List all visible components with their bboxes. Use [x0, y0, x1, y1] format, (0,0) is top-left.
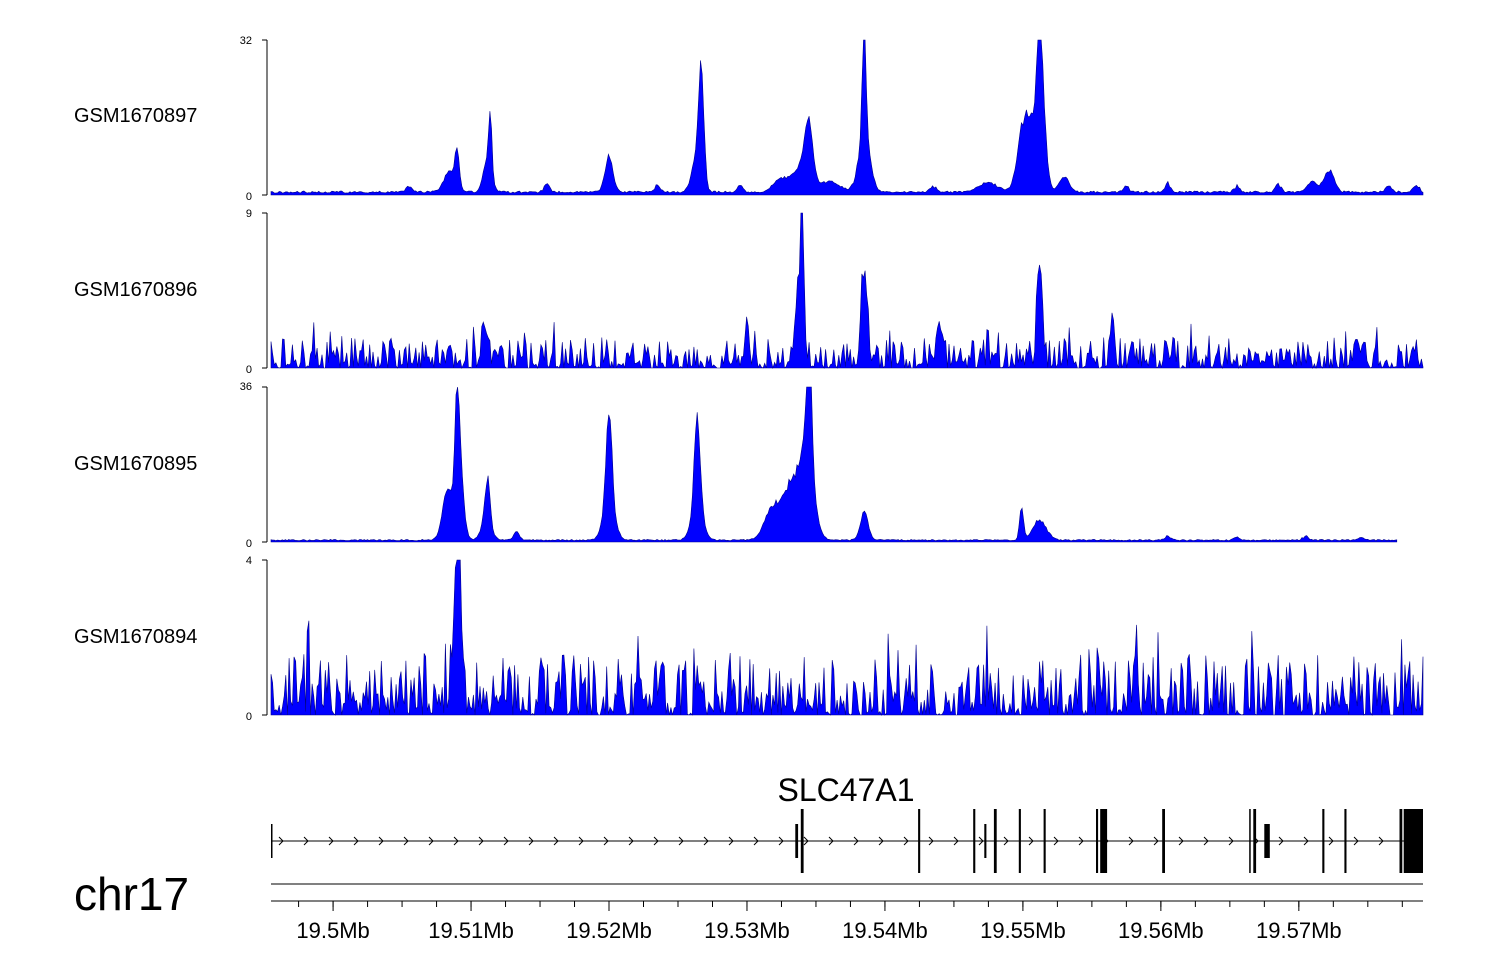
track-4 — [262, 559, 1424, 717]
strand-arrow — [603, 836, 609, 846]
track-1-ymax: 32 — [240, 35, 252, 47]
track-label-2: GSM1670896 — [74, 279, 197, 301]
strand-arrow — [853, 836, 859, 846]
strand-arrow — [278, 836, 284, 846]
axis-tick-label: 19.5Mb — [296, 918, 369, 943]
track-2-ymax: 9 — [246, 208, 252, 220]
track-2 — [262, 212, 1424, 370]
strand-arrow — [1228, 836, 1234, 846]
exon-16 — [1322, 809, 1325, 873]
strand-arrow — [928, 836, 934, 846]
exon-11 — [1100, 809, 1108, 873]
track-3-ymax: 36 — [240, 381, 252, 393]
strand-arrow — [1278, 836, 1284, 846]
gene-name: SLC47A1 — [778, 772, 915, 808]
strand-arrow — [553, 836, 559, 846]
track-3-signal — [270, 386, 1398, 543]
strand-arrow — [1028, 836, 1034, 846]
strand-arrow — [1078, 836, 1084, 846]
strand-arrow — [778, 836, 784, 846]
track-1-signal — [270, 39, 1424, 196]
strand-arrow — [1178, 836, 1184, 846]
strand-arrow — [1328, 836, 1334, 846]
exon-4 — [918, 809, 921, 873]
track-1 — [262, 39, 1424, 196]
axis-tick-label: 19.52Mb — [566, 918, 652, 943]
track-2-signal — [270, 212, 1424, 370]
axis-tick-label: 19.54Mb — [842, 918, 928, 943]
track-3-ymin: 0 — [246, 538, 252, 550]
strand-arrow — [428, 836, 434, 846]
strand-arrow — [628, 836, 634, 846]
genome-axis: 19.5Mb 19.51Mb 19.52Mb 19.53Mb 19.54Mb 19.55M… — [271, 883, 1423, 943]
signal-tracks — [262, 39, 1424, 717]
exon-18 — [1399, 809, 1403, 873]
strand-arrow — [478, 836, 484, 846]
track-1-ymin: 0 — [246, 191, 252, 203]
strand-arrow — [1128, 836, 1134, 846]
strand-arrow — [403, 836, 409, 846]
exon-6 — [984, 824, 987, 858]
chromosome-label: chr17 — [74, 868, 189, 920]
exon-2 — [795, 824, 799, 858]
exon-15 — [1264, 824, 1270, 858]
exon-19 — [1403, 809, 1423, 873]
axis-tick-label: 19.57Mb — [1256, 918, 1342, 943]
strand-arrow — [1353, 836, 1359, 846]
strand-arrow — [978, 836, 984, 846]
axis-tick-label: 19.51Mb — [428, 918, 514, 943]
exon-7 — [993, 809, 997, 873]
strand-arrow — [653, 836, 659, 846]
strand-arrow — [903, 836, 909, 846]
strand-arrow — [828, 836, 834, 846]
axis-tick-label: 19.53Mb — [704, 918, 790, 943]
track-label-1: GSM1670897 — [74, 105, 197, 127]
strand-arrow — [1378, 836, 1384, 846]
track-3 — [262, 386, 1398, 543]
strand-arrow — [1003, 836, 1009, 846]
exon-8 — [1018, 809, 1021, 873]
track-4-signal — [270, 559, 1424, 717]
exon-1 — [271, 824, 273, 858]
strand-arrow — [1303, 836, 1309, 846]
strand-arrow — [678, 836, 684, 846]
track-2-ymin: 0 — [246, 364, 252, 376]
strand-arrow — [503, 836, 509, 846]
strand-arrow — [453, 836, 459, 846]
strand-arrow — [753, 836, 759, 846]
exon-10 — [1096, 809, 1099, 873]
strand-arrow — [353, 836, 359, 846]
exon-9 — [1043, 809, 1046, 873]
strand-arrow — [528, 836, 534, 846]
strand-arrow — [703, 836, 709, 846]
track-label-4: GSM1670894 — [74, 626, 197, 648]
strand-arrow — [303, 836, 309, 846]
strand-arrow — [328, 836, 334, 846]
strand-arrow — [1153, 836, 1159, 846]
exon-12 — [1162, 809, 1165, 873]
strand-arrow — [953, 836, 959, 846]
axis-tick-label: 19.55Mb — [980, 918, 1066, 943]
track-4-ymin: 0 — [246, 711, 252, 723]
exon-17 — [1344, 809, 1347, 873]
exon-3 — [800, 809, 804, 873]
strand-arrow — [878, 836, 884, 846]
exon-13 — [1249, 809, 1251, 873]
strand-arrow — [578, 836, 584, 846]
strand-arrow — [1203, 836, 1209, 846]
track-label-3: GSM1670895 — [74, 453, 197, 475]
track-4-ymax: 4 — [246, 555, 252, 567]
strand-arrow — [1053, 836, 1059, 846]
exon-5 — [973, 809, 976, 873]
strand-arrow — [803, 836, 809, 846]
exon-14 — [1253, 809, 1257, 873]
gene-model — [271, 809, 1423, 873]
strand-arrow — [728, 836, 734, 846]
strand-arrow — [378, 836, 384, 846]
axis-tick-label: 19.56Mb — [1118, 918, 1204, 943]
